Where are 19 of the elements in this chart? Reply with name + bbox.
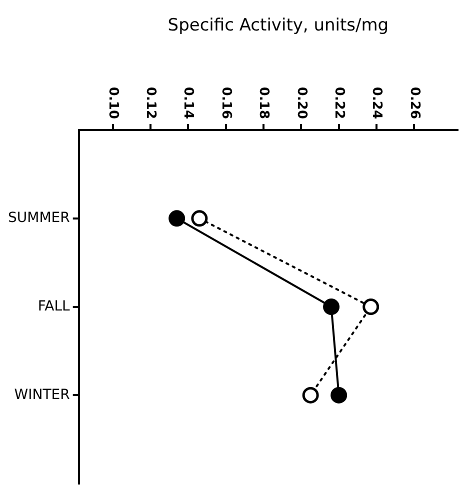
- point: [168, 210, 186, 227]
- x-tick-label: 0.18: [256, 86, 272, 119]
- x-tick-label: 0.16: [218, 86, 234, 119]
- x-axis-title: Specific Activity, units/mg: [168, 15, 389, 36]
- point: [302, 386, 319, 404]
- x-tick-label: 0.26: [406, 86, 422, 119]
- y-tick-label: WINTER: [14, 386, 70, 403]
- point: [323, 298, 340, 316]
- y-tick-label: FALL: [38, 298, 70, 314]
- x-tick-label: 0.10: [105, 86, 120, 119]
- x-tick-label: 0.20: [294, 86, 309, 119]
- y-tick-label: SUMMER: [8, 210, 70, 226]
- point: [330, 386, 348, 404]
- x-tick-label: 0.22: [331, 86, 346, 119]
- x-tick-label: 0.24: [369, 86, 384, 119]
- x-tick-label: 0.14: [180, 86, 196, 119]
- point: [362, 298, 380, 316]
- point: [191, 210, 208, 227]
- x-tick-label: 0.12: [143, 86, 158, 119]
